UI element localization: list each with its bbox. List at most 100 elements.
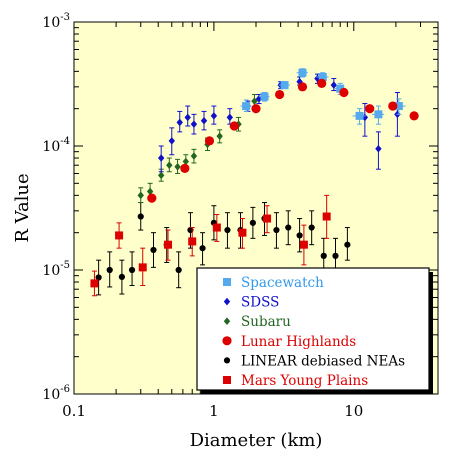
legend-label: Subaru [241,314,291,330]
data-point [330,81,338,89]
legend: Spacewatch SDSS Subaru Lunar Highlands LINEA… [196,267,433,394]
data-point [95,274,102,281]
data-point [166,161,173,170]
data-point [224,226,231,234]
legend-box [196,267,430,391]
data-point [180,163,190,173]
y-tick-exponent: -6 [60,384,70,395]
legend-item-subaru: Subaru [223,314,291,330]
data-point [409,111,419,121]
data-point [182,157,190,166]
data-point [175,266,182,274]
legend-marker [223,357,231,364]
data-point [90,279,99,288]
x-tick-label: 10 [344,402,363,420]
data-point [200,116,208,125]
x-tick-label: 0.1 [62,402,86,420]
data-point [273,226,280,234]
data-point [339,87,349,98]
legend-item-spacewatch: Spacewatch [223,275,324,291]
data-point [251,97,258,105]
data-point [157,171,165,180]
data-point [374,110,383,119]
data-point [298,68,307,77]
data-point [106,266,113,274]
data-point [336,84,345,93]
data-point [138,263,147,272]
legend-item-sdss: SDSS [223,295,279,311]
data-point [212,223,221,232]
legend-marker [223,297,231,306]
data-point [365,104,375,114]
data-point [118,273,126,280]
data-point [285,224,292,231]
series-lunar-highlands [147,78,419,203]
y-tick-base: 10 [42,263,60,279]
data-point [344,241,351,248]
data-point [388,101,398,111]
legend-marker [223,278,231,286]
data-point [190,152,198,160]
data-point [238,228,247,237]
y-tick-base: 10 [42,387,60,403]
data-point [308,224,315,231]
data-point [199,245,206,252]
data-point [318,73,327,82]
data-point [375,144,382,153]
data-point [317,78,327,88]
data-point [188,237,197,246]
legend-item-linear-debiased-neas: LINEAR debiased NEAs [223,353,405,369]
data-point [249,219,256,226]
data-point [251,104,261,114]
data-point [164,240,173,249]
data-point [275,89,285,100]
data-point [150,246,157,254]
data-point [190,120,198,128]
y-tick-base: 10 [42,139,60,155]
legend-marker [222,336,232,346]
legend-label: SDSS [241,295,279,311]
y-tick-exponent: -3 [60,12,70,23]
data-point [115,231,124,240]
data-point [157,154,165,162]
data-point [226,113,234,122]
legend-item-mars-young-plains: Mars Young Plains [223,373,368,389]
legend-item-lunar-highlands: Lunar Highlands [222,334,356,350]
data-point [147,193,157,203]
data-point [280,81,289,90]
data-point [322,212,331,221]
data-point [204,136,215,146]
data-point [297,82,308,92]
y-tick-label: 10-6 [42,384,70,403]
data-point [299,240,308,249]
y-tick-exponent: -4 [60,136,70,147]
series-mars-young-plains [90,194,331,297]
legend-marker [223,376,231,384]
y-tick-label: 10-5 [42,260,70,279]
y-tick-exponent: -5 [60,260,70,271]
data-point [260,92,269,101]
data-point [137,213,144,220]
data-point [242,102,251,111]
data-point [296,232,303,239]
data-point [128,266,136,274]
data-point [216,132,223,140]
y-tick-base: 10 [42,15,60,31]
data-point [210,112,218,120]
data-point [184,113,191,122]
y-axis-label: R Value [12,173,33,242]
chart-marks [90,68,419,297]
data-point [174,162,181,171]
x-axis-label: Diameter (km) [190,430,323,451]
legend-label: LINEAR debiased NEAs [241,353,405,369]
data-point [394,102,403,111]
data-point [332,252,339,259]
data-point [146,187,154,196]
data-point [168,137,175,145]
x-tick-label: 1 [209,402,219,420]
data-point [320,252,327,259]
data-point [263,214,272,223]
legend-marker [223,317,231,325]
